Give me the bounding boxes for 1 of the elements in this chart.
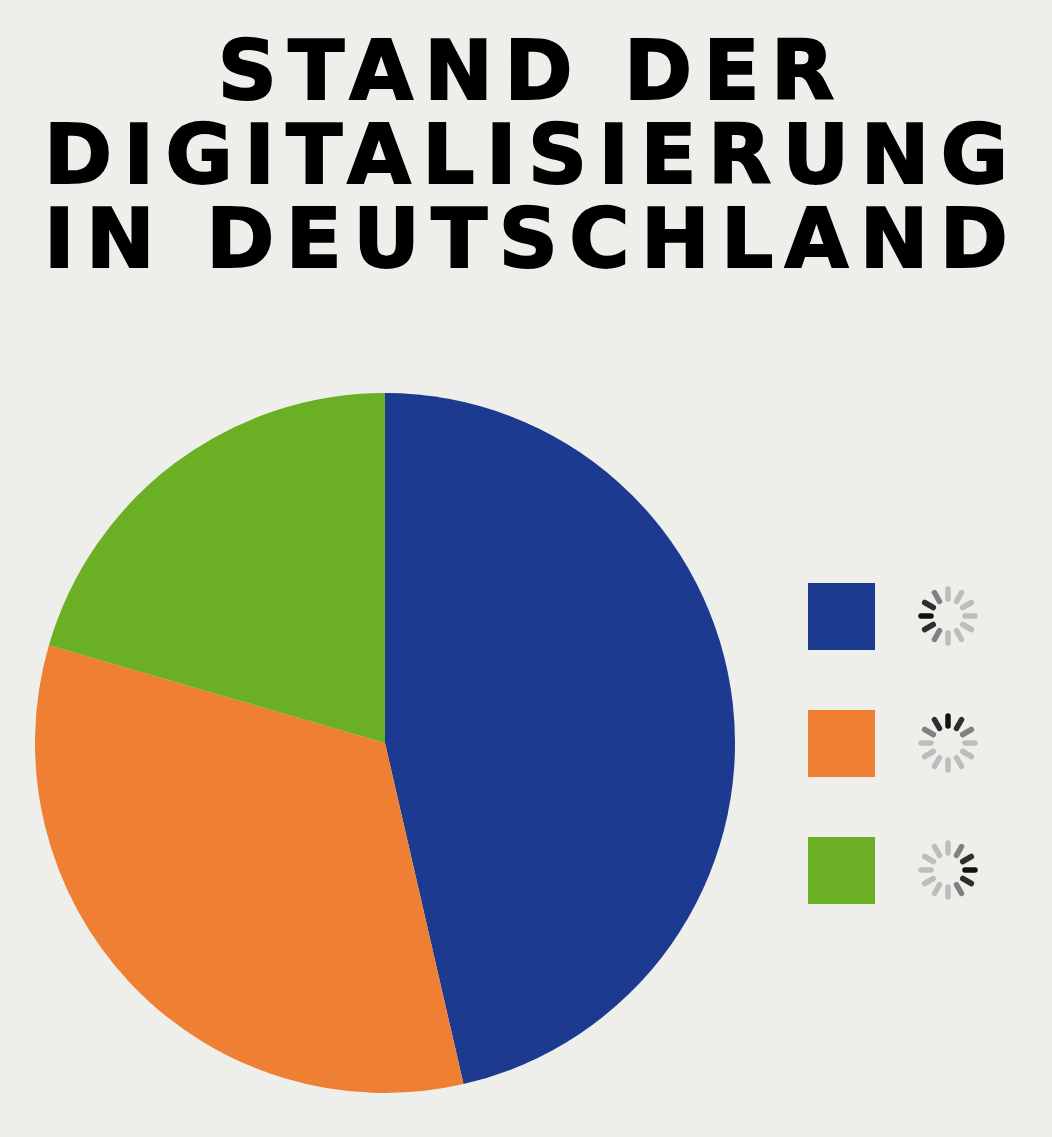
chart-title: STAND DER DIGITALISIERUNG IN DEUTSCHLAND	[42, 23, 1021, 286]
